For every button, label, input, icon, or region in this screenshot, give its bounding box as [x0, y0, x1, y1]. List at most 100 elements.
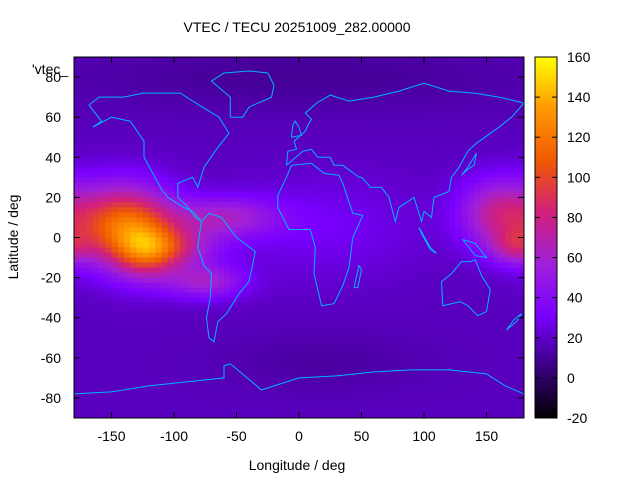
- heatmap-cell: [249, 102, 256, 108]
- heatmap-cell: [292, 132, 300, 138]
- heatmap-cell: [167, 187, 175, 193]
- heatmap-cell: [386, 272, 394, 279]
- heatmap-cell: [292, 187, 300, 193]
- heatmap-cell: [399, 272, 406, 279]
- heatmap-cell: [486, 87, 494, 93]
- heatmap-cell: [405, 67, 412, 73]
- heatmap-cell: [224, 362, 231, 369]
- heatmap-cell: [511, 307, 519, 314]
- heatmap-cell: [317, 162, 325, 168]
- heatmap-cell: [105, 262, 112, 268]
- heatmap-cell: [467, 222, 475, 228]
- heatmap-cell: [242, 102, 250, 108]
- heatmap-cell: [267, 87, 275, 93]
- heatmap-cell: [161, 322, 169, 329]
- heatmap-cell: [99, 347, 106, 354]
- heatmap-cell: [130, 107, 137, 113]
- heatmap-cell: [405, 187, 412, 193]
- heatmap-cell: [249, 162, 256, 168]
- heatmap-cell: [474, 77, 481, 83]
- heatmap-cell: [105, 67, 112, 73]
- heatmap-cell: [405, 327, 412, 334]
- heatmap-cell: [511, 367, 519, 374]
- heatmap-cell: [230, 272, 237, 279]
- heatmap-cell: [255, 342, 262, 349]
- heatmap-cell: [199, 147, 206, 153]
- heatmap-cell: [474, 162, 481, 168]
- heatmap-cell: [411, 357, 419, 364]
- heatmap-cell: [424, 147, 431, 153]
- heatmap-cell: [180, 302, 187, 309]
- heatmap-cell: [455, 117, 462, 123]
- heatmap-cell: [136, 187, 144, 193]
- heatmap-cell: [267, 282, 275, 289]
- heatmap-cell: [186, 72, 194, 78]
- heatmap-cell: [167, 182, 175, 188]
- heatmap-cell: [311, 122, 319, 128]
- heatmap-cell: [80, 157, 87, 163]
- heatmap-cell: [224, 312, 231, 319]
- heatmap-cell: [342, 362, 350, 369]
- heatmap-cell: [249, 92, 256, 98]
- heatmap-cell: [355, 267, 362, 273]
- heatmap-cell: [167, 222, 175, 228]
- heatmap-cell: [267, 347, 275, 354]
- heatmap-cell: [286, 222, 294, 228]
- heatmap-cell: [442, 67, 450, 73]
- heatmap-cell: [311, 217, 319, 223]
- heatmap-cell: [374, 297, 381, 304]
- heatmap-cell: [80, 242, 87, 248]
- heatmap-cell: [274, 222, 281, 228]
- heatmap-cell: [274, 272, 281, 279]
- heatmap-cell: [392, 282, 400, 289]
- heatmap-cell: [336, 277, 344, 284]
- heatmap-cell: [336, 307, 344, 314]
- heatmap-cell: [80, 232, 87, 238]
- heatmap-cell: [230, 302, 237, 309]
- heatmap-cell: [205, 212, 212, 218]
- heatmap-cell: [324, 177, 331, 183]
- heatmap-cell: [411, 307, 419, 314]
- heatmap-cell: [517, 357, 525, 364]
- heatmap-cell: [336, 357, 344, 364]
- heatmap-cell: [317, 72, 325, 78]
- heatmap-cell: [336, 362, 344, 369]
- heatmap-cell: [211, 357, 219, 364]
- heatmap-cell: [267, 287, 275, 294]
- heatmap-cell: [142, 112, 150, 118]
- heatmap-cell: [367, 287, 375, 294]
- heatmap-cell: [111, 197, 119, 203]
- heatmap-cell: [155, 152, 162, 158]
- heatmap-cell: [267, 62, 275, 68]
- heatmap-cell: [224, 352, 231, 359]
- heatmap-cell: [249, 332, 256, 339]
- heatmap-cell: [405, 117, 412, 123]
- heatmap-cell: [492, 182, 500, 188]
- heatmap-cell: [92, 217, 100, 223]
- heatmap-cell: [392, 307, 400, 314]
- heatmap-cell: [167, 342, 175, 349]
- heatmap-cell: [199, 282, 206, 289]
- heatmap-cell: [336, 267, 344, 273]
- heatmap-cell: [292, 167, 300, 173]
- heatmap-cell: [130, 182, 137, 188]
- heatmap-cell: [130, 377, 137, 384]
- heatmap-cell: [92, 367, 100, 374]
- heatmap-cell: [130, 112, 137, 118]
- heatmap-cell: [274, 152, 281, 158]
- heatmap-cell: [386, 352, 394, 359]
- heatmap-cell: [517, 132, 525, 138]
- heatmap-cell: [155, 157, 162, 163]
- heatmap-cell: [111, 312, 119, 319]
- heatmap-cell: [517, 187, 525, 193]
- heatmap-cell: [230, 322, 237, 329]
- heatmap-cell: [417, 252, 425, 258]
- heatmap-cell: [455, 102, 462, 108]
- heatmap-cell: [442, 147, 450, 153]
- heatmap-cell: [117, 367, 125, 374]
- heatmap-cell: [242, 392, 250, 399]
- heatmap-cell: [324, 102, 331, 108]
- heatmap-cell: [111, 327, 119, 334]
- heatmap-cell: [505, 107, 512, 113]
- heatmap-cell: [155, 257, 162, 263]
